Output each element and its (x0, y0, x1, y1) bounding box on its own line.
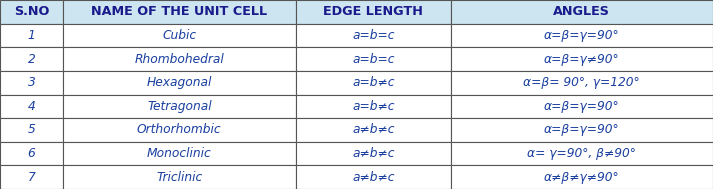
Bar (63, 24, 295, 47)
Bar (295, 165, 451, 189)
Text: 2: 2 (28, 53, 36, 66)
Text: Monoclinic: Monoclinic (147, 147, 212, 160)
Bar (0, 94, 63, 118)
Text: α=β=γ=90°: α=β=γ=90° (544, 123, 620, 136)
Bar (451, 118, 712, 142)
Bar (63, 71, 295, 94)
Bar (451, 142, 712, 165)
Bar (63, 142, 295, 165)
Text: Cubic: Cubic (163, 29, 196, 42)
Bar (295, 0, 451, 24)
Bar (0, 0, 63, 24)
Text: 7: 7 (28, 171, 36, 184)
Text: 5: 5 (28, 123, 36, 136)
Text: Orthorhombic: Orthorhombic (137, 123, 222, 136)
Bar (0, 118, 63, 142)
Text: 6: 6 (28, 147, 36, 160)
Bar (295, 71, 451, 94)
Text: a=b=c: a=b=c (352, 29, 394, 42)
Bar (0, 71, 63, 94)
Bar (63, 165, 295, 189)
Bar (295, 24, 451, 47)
Text: a=b≠c: a=b≠c (352, 76, 394, 89)
Text: 1: 1 (28, 29, 36, 42)
Bar (0, 24, 63, 47)
Text: α= γ=90°, β≠90°: α= γ=90°, β≠90° (528, 147, 636, 160)
Bar (63, 94, 295, 118)
Bar (0, 165, 63, 189)
Text: α=β=γ≠90°: α=β=γ≠90° (544, 53, 620, 66)
Text: a≠b≠c: a≠b≠c (352, 147, 394, 160)
Bar (295, 47, 451, 71)
Text: α≠β≠γ≠90°: α≠β≠γ≠90° (544, 171, 620, 184)
Text: ANGLES: ANGLES (553, 5, 610, 18)
Bar (295, 142, 451, 165)
Text: Hexagonal: Hexagonal (147, 76, 212, 89)
Bar (451, 47, 712, 71)
Text: a≠b≠c: a≠b≠c (352, 123, 394, 136)
Bar (63, 47, 295, 71)
Bar (63, 0, 295, 24)
Text: Tetragonal: Tetragonal (147, 100, 212, 113)
Bar (451, 71, 712, 94)
Text: 4: 4 (28, 100, 36, 113)
Bar (295, 118, 451, 142)
Text: α=β=γ=90°: α=β=γ=90° (544, 29, 620, 42)
Bar (451, 0, 712, 24)
Text: EDGE LENGTH: EDGE LENGTH (323, 5, 424, 18)
Bar (63, 118, 295, 142)
Text: a=b≠c: a=b≠c (352, 100, 394, 113)
Bar (0, 142, 63, 165)
Bar (295, 94, 451, 118)
Bar (0, 47, 63, 71)
Bar (451, 24, 712, 47)
Text: 3: 3 (28, 76, 36, 89)
Text: α=β= 90°, γ=120°: α=β= 90°, γ=120° (523, 76, 640, 89)
Text: a=b=c: a=b=c (352, 53, 394, 66)
Text: α=β=γ=90°: α=β=γ=90° (544, 100, 620, 113)
Bar (451, 165, 712, 189)
Text: S.NO: S.NO (14, 5, 49, 18)
Text: NAME OF THE UNIT CELL: NAME OF THE UNIT CELL (91, 5, 267, 18)
Text: Triclinic: Triclinic (156, 171, 202, 184)
Text: a≠b≠c: a≠b≠c (352, 171, 394, 184)
Bar (451, 94, 712, 118)
Text: Rhombohedral: Rhombohedral (135, 53, 224, 66)
